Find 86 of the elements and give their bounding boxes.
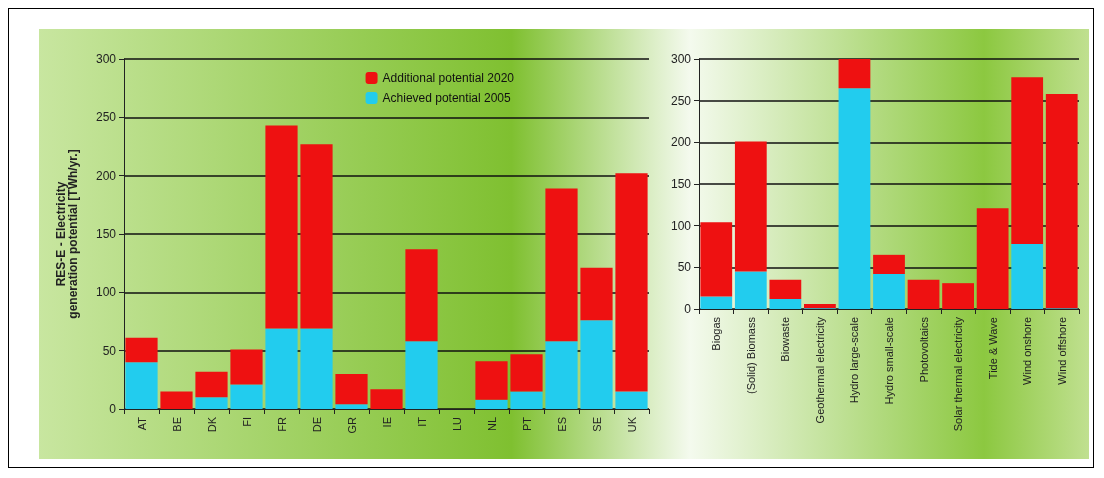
x-tick-label: GR: [345, 416, 358, 434]
bar: [769, 299, 802, 309]
bar: [510, 391, 543, 409]
bar: [335, 404, 368, 409]
bar: [125, 362, 158, 409]
bar: [545, 341, 578, 409]
x-tick-label: Solar thermal electricity: [952, 316, 965, 432]
x-tick-label: LU: [450, 416, 463, 432]
x-tick-label: FR: [275, 416, 288, 432]
bar: [700, 296, 733, 309]
bar: [195, 397, 228, 409]
x-tick-label: Hydro small-scale: [883, 317, 895, 405]
y-tick-label: 50: [677, 260, 692, 275]
bar: [545, 188, 578, 342]
y-tick-label: 100: [95, 285, 117, 300]
bar: [510, 354, 543, 392]
bar: [265, 328, 298, 409]
bar: [1011, 77, 1044, 244]
x-tick-label: Wind onshore: [1021, 317, 1034, 385]
bar: [873, 274, 905, 309]
bar: [1011, 244, 1044, 309]
bar: [942, 283, 974, 309]
y-tick-label: 250: [95, 110, 117, 125]
x-tick-label: UK: [625, 416, 638, 433]
x-tick-label: IE: [380, 417, 393, 428]
bar: [615, 391, 648, 409]
x-tick-label: Biowaste: [779, 317, 792, 362]
y-tick-label: 100: [670, 218, 692, 233]
x-tick-label: Hydro large-scale: [848, 317, 861, 404]
bar: [580, 320, 613, 409]
legend-label: Additional potential 2020: [382, 71, 515, 85]
x-tick-label: AT: [135, 416, 148, 431]
y-tick-label: 300: [95, 52, 117, 66]
x-tick-label: DK: [205, 416, 218, 433]
bar: [300, 328, 333, 409]
bar: [873, 254, 905, 274]
bar: [195, 371, 228, 398]
x-tick-label: PT: [520, 416, 533, 432]
legend-label: Achieved potential 2005: [382, 91, 511, 105]
bar: [405, 341, 438, 409]
x-tick-label: IT: [415, 416, 428, 427]
bar: [804, 304, 836, 309]
y-tick-label: 0: [684, 302, 692, 316]
y-tick-label: 300: [670, 52, 692, 66]
x-tick-label: Geothermal electricity: [813, 316, 826, 424]
x-tick-label: Biogas: [710, 316, 723, 351]
y-axis-title: RES-E - Electricity generation potential [TWh/yr.]: [54, 149, 80, 319]
bar: [734, 141, 767, 272]
bar: [125, 337, 158, 363]
x-tick-label: Wind offshore: [1055, 317, 1068, 385]
y-tick-label: 250: [670, 93, 692, 108]
x-tick-label: ES: [555, 417, 568, 432]
x-tick-label: NL: [485, 417, 498, 432]
y-tick-label: 50: [102, 343, 117, 358]
y-tick-label: 200: [670, 135, 692, 150]
bar: [300, 144, 333, 329]
bar: [976, 208, 1009, 309]
y-tick-label: 150: [95, 227, 117, 241]
bar: [475, 361, 508, 400]
bar: [265, 125, 298, 329]
bar: [230, 384, 263, 409]
x-tick-label: SE: [590, 417, 603, 432]
y-tick-label: 200: [95, 168, 117, 183]
bar: [475, 399, 508, 409]
bar: [335, 374, 368, 405]
bar: [1045, 94, 1078, 309]
bar: [734, 271, 767, 309]
bar: [405, 249, 438, 342]
bar: [370, 389, 403, 409]
bar: [838, 59, 871, 89]
bar: [700, 222, 733, 297]
bar: [580, 267, 613, 321]
x-tick-label: BE: [170, 417, 183, 432]
y-tick-label: 0: [109, 402, 117, 416]
bar: [160, 391, 193, 409]
bar: [769, 279, 802, 299]
x-tick-label: (Solid) Biomass: [744, 316, 757, 395]
x-tick-label: Tide & Wave: [986, 317, 999, 380]
x-tick-label: DE: [310, 417, 323, 433]
x-tick-label: FI: [240, 417, 253, 427]
x-tick-label: Photovoltaics: [917, 316, 930, 383]
bar: [907, 279, 940, 309]
bar: [615, 173, 648, 392]
bar: [838, 88, 871, 309]
y-tick-label: 150: [670, 177, 692, 191]
bar: [230, 349, 263, 385]
